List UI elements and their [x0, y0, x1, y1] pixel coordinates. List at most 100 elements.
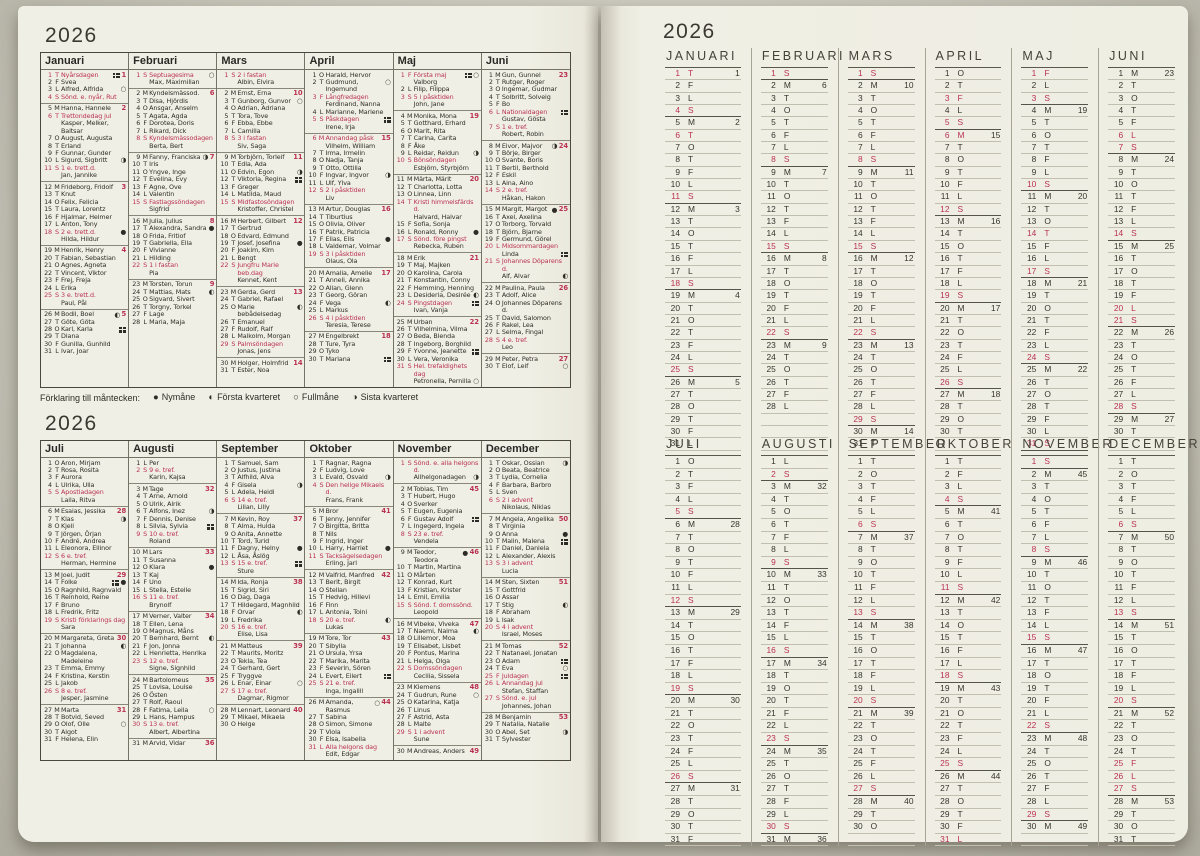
weekday-letter: T	[143, 492, 148, 501]
month-header: Juni	[481, 53, 570, 70]
day-number: 27	[1027, 388, 1037, 399]
nameday-names: Halvard, Halvar	[413, 212, 462, 221]
day-row: 9 M 11 Torbjörn, Torleif	[218, 153, 302, 161]
nameday-names: Margareta, Greta	[61, 634, 115, 643]
nameday-names: Beata, Beatrice	[501, 465, 550, 474]
day-body: ○ Gudmund, Ingemund	[325, 78, 390, 94]
day-body: Marianne, Marlene	[325, 108, 390, 116]
holiday-name: 3 i påsktiden	[325, 249, 366, 258]
nameday-names: Erling, Jarl	[325, 559, 357, 568]
day-number: 14	[670, 619, 680, 630]
nameday-names: Bruno	[61, 600, 80, 609]
day-icons: 3	[121, 182, 127, 191]
day-row: 28 F ○ Fatima, Leila	[130, 706, 214, 714]
moon-first-quarter-icon: ◐	[296, 608, 303, 617]
nameday-names: Vibeke, Viveka	[413, 619, 459, 628]
day-number: 20	[44, 634, 52, 643]
month-header: Oktober	[305, 441, 393, 458]
moon-new-icon: ●	[473, 227, 479, 236]
day-row: 25 L Jakob	[42, 679, 126, 687]
weekday-letter: T	[957, 632, 963, 643]
day-main: Eleonora, Ellinor	[61, 545, 126, 552]
day-number: 5	[136, 499, 141, 508]
day-row: 2 T Rosa, Rosita	[42, 466, 126, 474]
nameday-names: Desideria, Desirée	[413, 291, 471, 300]
day-row: 27 S Sönd. e. jul Johannes, Johan	[483, 694, 568, 710]
weekday-letter: S	[870, 518, 877, 529]
day-body: 4 i advent Israel, Moses	[502, 623, 568, 639]
nameday-names: Adam	[501, 656, 520, 665]
weekday-letter: S	[783, 556, 790, 567]
day-number: 21	[220, 641, 229, 650]
day-number: 25	[132, 683, 141, 692]
day-sub: Cecilia, Sissela	[414, 672, 479, 680]
day-number: 15	[1113, 632, 1124, 643]
day-number: 2	[1118, 468, 1124, 479]
day-row: 18 L Valdemar, Volmar	[306, 243, 390, 251]
day-row: 21 T	[665, 708, 741, 721]
nameday-names: Berta, Bert	[149, 141, 183, 150]
day-row: 19 L Fredrika	[218, 616, 302, 624]
day-main: ◑ Sigurd, Sigbritt	[61, 157, 126, 164]
day-body: Elisabet, Lisbet	[414, 642, 479, 650]
weekday-letter: T	[957, 401, 963, 412]
nameday-names: Mattias, Mats	[149, 287, 191, 296]
day-body: Juldagen	[502, 672, 568, 680]
day-number: 10	[853, 569, 863, 580]
weekday-letter: T	[1131, 481, 1137, 492]
day-number: 29	[1027, 808, 1037, 819]
weekday-letter: O	[1131, 179, 1138, 190]
day-number: 16	[484, 212, 493, 221]
day-number: 26	[396, 325, 405, 333]
weekday-letter: F	[231, 119, 236, 128]
nameday-names: Enar, Einar	[237, 679, 272, 688]
week-number: 3	[121, 182, 127, 191]
nameday-names: Håkan, Hakon	[501, 193, 546, 202]
day-number: 22	[308, 283, 317, 292]
nameday-names: Abraham	[501, 608, 531, 617]
day-row: 16 F	[665, 253, 741, 266]
day-row: 10 T	[847, 179, 915, 192]
day-row: 22 M 26	[1108, 327, 1175, 340]
day-main: ◐ Stig	[502, 601, 568, 609]
week-number: 34	[817, 657, 827, 668]
moon-new-icon: ●	[562, 529, 568, 538]
nameday-names: Markus	[325, 306, 348, 315]
weekday-letter: M	[230, 705, 237, 714]
week-number: 49	[1077, 821, 1088, 832]
month-column: Februari 1 S ○ Septuagesima Max, Maximilian 2 M…	[129, 53, 218, 388]
weekday-letter: T	[143, 698, 148, 707]
nameday-names: Arvid, Vidar	[149, 739, 186, 748]
day-number: 19	[853, 682, 863, 693]
day-row: 14 O Felix, Felicia	[42, 198, 126, 206]
day-main: 6 e. tref.	[61, 552, 126, 560]
day-icons: 28	[117, 507, 126, 515]
day-number: 21	[396, 276, 405, 285]
day-body: Helge	[237, 721, 302, 728]
nameday-names: Marta	[61, 705, 79, 714]
day-number: 31	[220, 366, 229, 375]
moon-first-quarter-icon: ◐	[120, 641, 127, 650]
weekday-letter: S	[1131, 607, 1137, 618]
weekday-letter: F	[783, 619, 789, 630]
week-number: 7	[209, 153, 215, 162]
day-body: Hemming, Henning	[414, 284, 479, 292]
day-number: 26	[1027, 376, 1037, 387]
day-body: Marika, Marita	[325, 657, 390, 665]
day-icons: 45	[470, 485, 479, 493]
weekday-letter: T	[319, 77, 324, 86]
day-main: Rosa, Rosita	[61, 466, 126, 474]
day-number: 1	[944, 68, 950, 78]
nameday-names: Torgny, Torkel	[149, 302, 192, 311]
weekday-letter: M	[318, 698, 325, 707]
day-row: 22 O	[934, 327, 1002, 340]
nameday-names: Evald, Osvald	[325, 473, 368, 482]
day-main: Per	[149, 459, 214, 467]
day-number: 5	[771, 506, 776, 517]
month-header: September	[217, 441, 305, 458]
